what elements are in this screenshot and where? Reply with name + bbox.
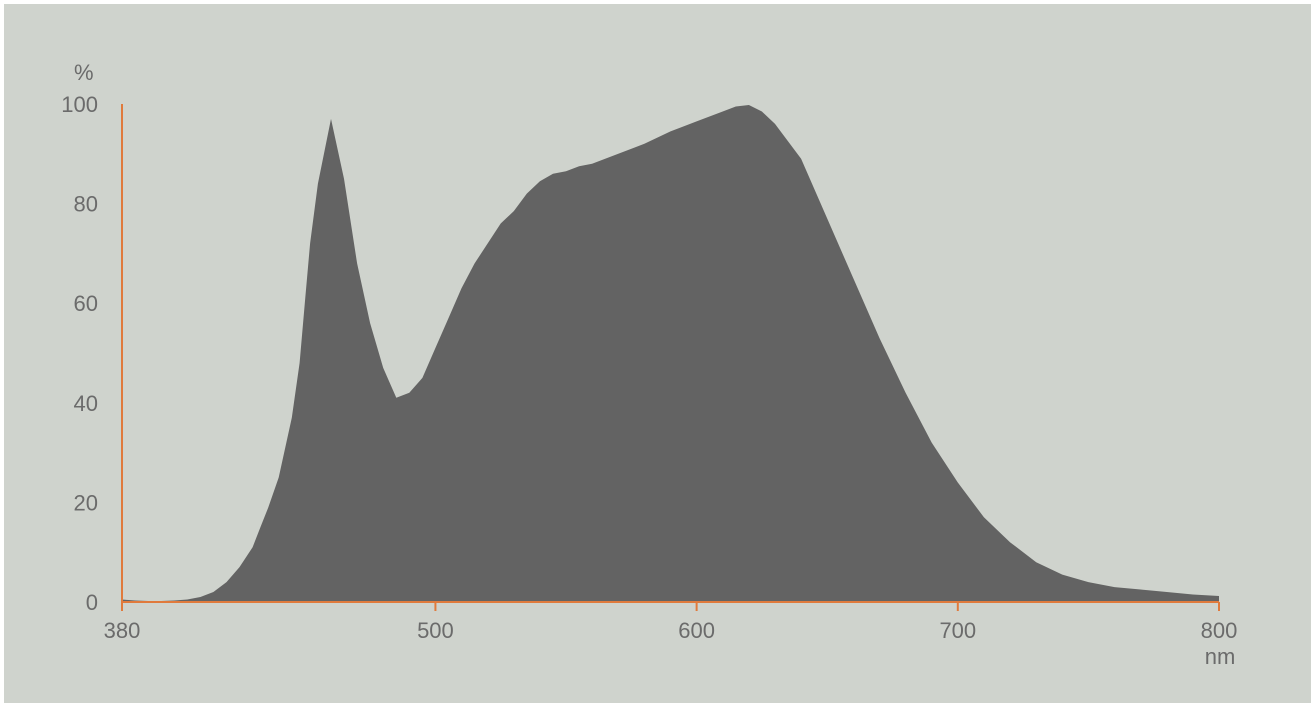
y-tick-label: 0 — [86, 590, 98, 615]
spectrum-area — [122, 105, 1219, 602]
area-layer — [122, 105, 1219, 602]
x-tick-label: 500 — [417, 618, 454, 643]
y-tick-label: 60 — [74, 291, 98, 316]
y-tick-label: 80 — [74, 192, 98, 217]
x-tick-label: 700 — [939, 618, 976, 643]
spectrum-chart: 380 500 600 700 800 0 20 40 60 80 100 % nm — [61, 60, 1237, 669]
x-tick-label: 800 — [1201, 618, 1238, 643]
chart-frame: 380 500 600 700 800 0 20 40 60 80 100 % nm — [4, 4, 1311, 703]
y-tick-label: 100 — [61, 92, 98, 117]
y-tick-label: 20 — [74, 490, 98, 515]
x-axis-unit-label: nm — [1205, 644, 1236, 669]
y-axis-unit-label: % — [74, 60, 94, 85]
axis-layer — [121, 104, 1219, 603]
tick-layer: 380 500 600 700 800 0 20 40 60 80 100 — [61, 92, 1237, 643]
y-tick-label: 40 — [74, 391, 98, 416]
x-tick-label: 380 — [104, 618, 141, 643]
x-tick-label: 600 — [678, 618, 715, 643]
